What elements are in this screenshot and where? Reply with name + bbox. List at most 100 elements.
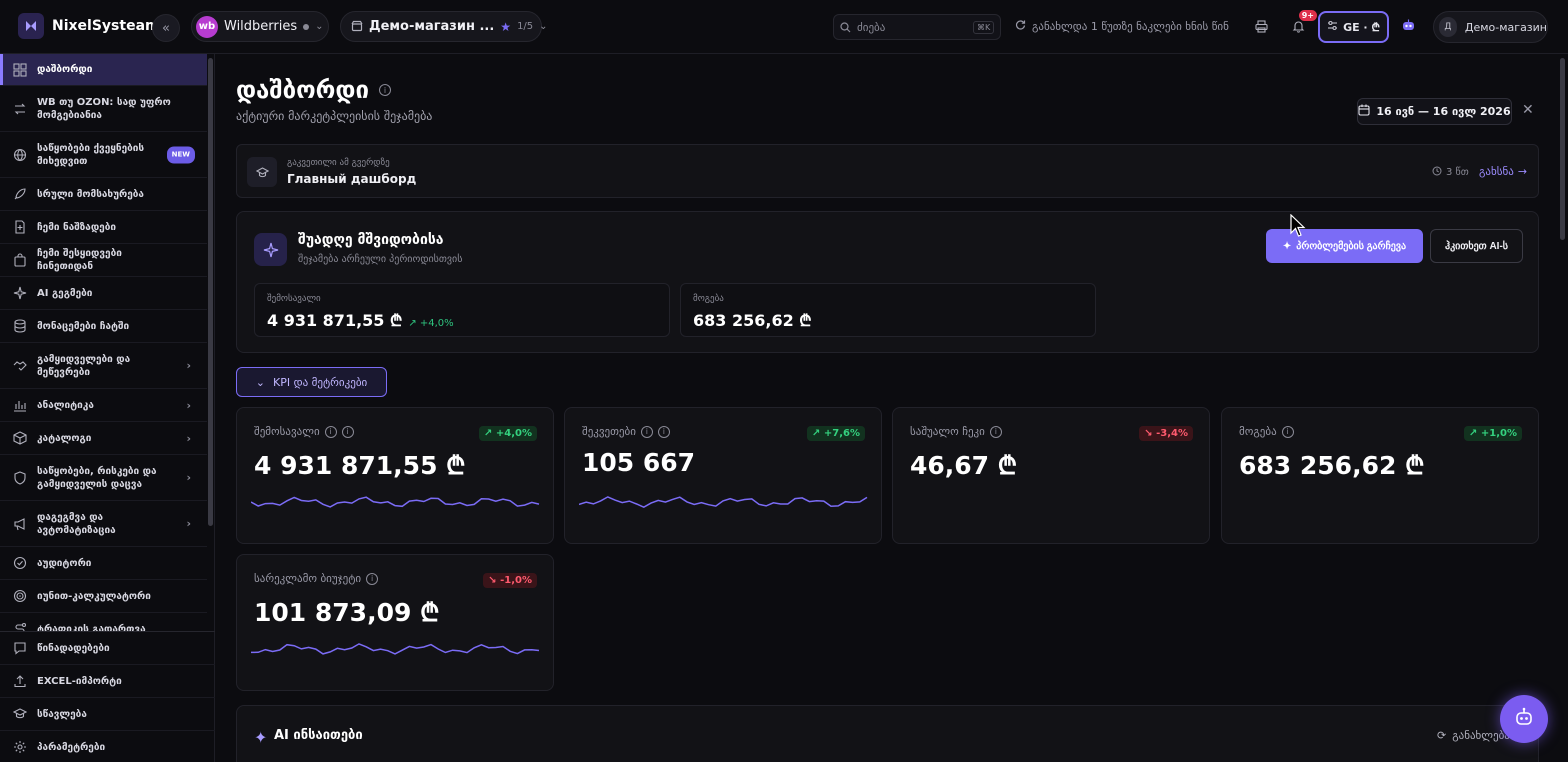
kpi-card[interactable]: სარეკლამო ბიუჯეტი i ↘ -1,0% 101 873,09 ₾ [236,554,554,691]
kpi-label-text: საშუალო ჩეკი [910,425,985,438]
shop-count: 1/5 [517,21,534,32]
print-button[interactable] [1250,16,1272,38]
sparkles-icon: ✦ [1282,240,1292,252]
chevron-down-icon: ⌄ [255,375,265,389]
health-stat-label: მოგება [693,294,724,304]
marketplace-select[interactable]: wb Wildberries ⌄ [191,11,329,42]
sidebar-item[interactable]: დაშბორდი [0,54,207,86]
box-icon [13,431,27,445]
star-icon[interactable]: ★ [500,19,512,34]
date-range-picker[interactable]: 16 ივნ — 16 ივლ 2026 [1357,98,1512,125]
info-icon[interactable]: i [1281,425,1294,438]
sidebar-item[interactable]: კატალოგი › [0,422,207,455]
info-icon[interactable]: i [366,572,379,585]
database-icon [13,319,27,333]
chevron-down-icon: ⌄ [315,21,324,32]
info-icon[interactable]: i [378,84,391,96]
top-bar: NixelSysteam « wb Wildberries ⌄ Демо-маг… [0,0,1568,54]
notifications-button[interactable]: 9+ [1287,10,1317,38]
ask-ai-button[interactable]: ჰკითხეთ AI-ს [1430,229,1523,263]
status-dot [303,23,310,30]
info-icon[interactable]: i [324,425,337,438]
page-subtitle: აქტიური მარკეტპლეისის შეჯამება [236,109,433,123]
sidebar-item[interactable]: დაგეგმვა და ავტომატიზაცია › [0,501,207,547]
dashboard-icon [13,62,27,77]
sidebar-item-label: კატალოგი [37,432,92,444]
arrow-right-icon: → [1517,165,1528,178]
ai-chat-fab[interactable] [1500,695,1548,743]
sidebar-item[interactable]: აუდიტორი [0,547,207,580]
check-circle-icon [13,556,27,570]
sidebar-item[interactable]: საწყობები, რისკები და გამყიდველის დაცვა › [0,455,207,501]
sidebar-bottom-item[interactable]: EXCEL-იმპორტი [0,665,215,698]
graduation-icon [13,707,27,721]
rocket-icon [13,187,27,201]
notification-count-badge: 9+ [1298,10,1317,21]
sidebar-item[interactable]: სრული მომსახურება [0,178,207,211]
main-scrollbar[interactable] [1560,58,1565,240]
kpi-card[interactable]: საშუალო ჩეკი i ↘ -3,4% 46,67 ₾ [892,407,1210,544]
kpi-value: 101 873,09 ₾ [254,598,440,627]
sidebar-item[interactable]: AI გეგმები [0,277,207,310]
sidebar-bottom-item[interactable]: პარამეტრები [0,731,215,762]
kpi-card[interactable]: მოგება i ↗ +1,0% 683 256,62 ₾ [1221,407,1539,544]
sidebar-item[interactable]: იუნით-კალკულატორი [0,580,207,613]
clear-date-button[interactable]: ✕ [1522,102,1534,118]
sidebar-item-label: საწყობები, რისკები და გამყიდველის დაცვა [37,465,157,490]
kpi-delta-badge: ↗ +1,0% [1464,426,1522,441]
sidebar-item-label: დაშბორდი [37,64,93,75]
kpi-value: 683 256,62 ₾ [1239,451,1425,480]
health-stat-value: 4 931 871,55 ₾ ↗ +4,0% [267,309,454,331]
kpi-sparkline [251,643,540,655]
search-shortcut: ⌘K [973,20,995,34]
sync-status[interactable]: განახლდა 1 წუთზე ნაკლები ხნის წინ [1015,19,1229,33]
collapse-sidebar-button[interactable]: « [152,14,180,42]
chevron-right-icon: › [186,471,191,484]
kpi-label: სარეკლამო ბიუჯეტი i [254,572,379,585]
health-summary-card: შუადღე მშვიდობისა შეჯამება არჩეული პერიო… [236,211,1539,353]
analyze-problems-button[interactable]: ✦ პრობლემების გარჩევა [1266,229,1423,263]
sidebar-item-label: WB თუ OZON: სად უფრო მომგებიანია [37,96,171,121]
message-icon [13,641,27,655]
language-currency-button[interactable]: GE · ₾ [1318,11,1389,43]
chevron-right-icon: › [186,517,191,530]
sidebar-bottom-item[interactable]: წინადადებები [0,632,215,665]
health-stat-value-text: 683 256,62 ₾ [693,311,812,330]
sidebar-item-label: ანალიტიკა [37,399,94,411]
sidebar-item[interactable]: გამყიდველები და მეწევრები › [0,343,207,389]
sidebar-bottom-item[interactable]: სწავლება [0,698,215,731]
sidebar-item[interactable]: WB თუ OZON: სად უფრო მომგებიანია [0,86,207,132]
bag-icon [13,253,27,267]
lesson-open-link[interactable]: გახსნა → [1479,165,1527,178]
kpi-card[interactable]: შემოსავალი i i ↗ +4,0% 4 931 871,55 ₾ [236,407,554,544]
sidebar-scrollbar[interactable] [208,58,213,526]
kpi-section-toggle[interactable]: ⌄ KPI და მეტრიკები [236,367,387,397]
info-icon[interactable]: i [657,425,670,438]
chevron-right-icon: › [186,398,191,412]
kpi-delta-badge: ↘ -3,4% [1139,426,1193,441]
sidebar-item[interactable]: მონაცემები ჩატში [0,310,207,343]
marketplace-badge: wb [196,15,218,38]
sidebar: დაშბორდი WB თუ OZON: სად უფრო მომგებიანია… [0,54,215,762]
search-box[interactable]: ⌘K [833,14,1001,40]
ai-insights-refresh-button[interactable]: ⟳ განახლება [1437,729,1510,742]
info-icon[interactable]: i [989,425,1002,438]
kpi-card[interactable]: შეკვეთები i i ↗ +7,6% 105 667 [564,407,882,544]
shop-select[interactable]: Демо-магазин ... ★ 1/5 ⌄ [340,11,548,42]
sidebar-item[interactable]: ანალიტიკა › [0,389,207,422]
sidebar-item[interactable]: ჩემი ნაშზადები [0,211,207,244]
sidebar-item[interactable]: ტრაფიკის გადართვა [0,613,207,631]
sidebar-nav: დაშბორდი WB თუ OZON: სად უფრო მომგებიანია… [0,54,207,631]
double-chevron-left-icon: « [162,20,170,36]
lesson-banner[interactable]: გაკვეთილი ამ გვერდზე Главный дашборд 3 წ… [236,144,1539,198]
kpi-label-text: მოგება [1239,425,1277,438]
ai-assistant-button[interactable] [1397,16,1419,38]
sidebar-item[interactable]: ჩემი შესყიდვები ჩინეთიდან [0,244,207,277]
sidebar-item[interactable]: საწყობები ქვეყნების მიხედვით NEW [0,132,207,178]
info-icon[interactable]: i [341,425,354,438]
info-icon[interactable]: i [640,425,653,438]
user-menu-button[interactable]: Д Демо-магазин [1433,11,1548,43]
search-input[interactable] [857,20,967,34]
brand-name: NixelSysteam [52,18,160,34]
brand[interactable]: NixelSysteam [18,13,160,39]
